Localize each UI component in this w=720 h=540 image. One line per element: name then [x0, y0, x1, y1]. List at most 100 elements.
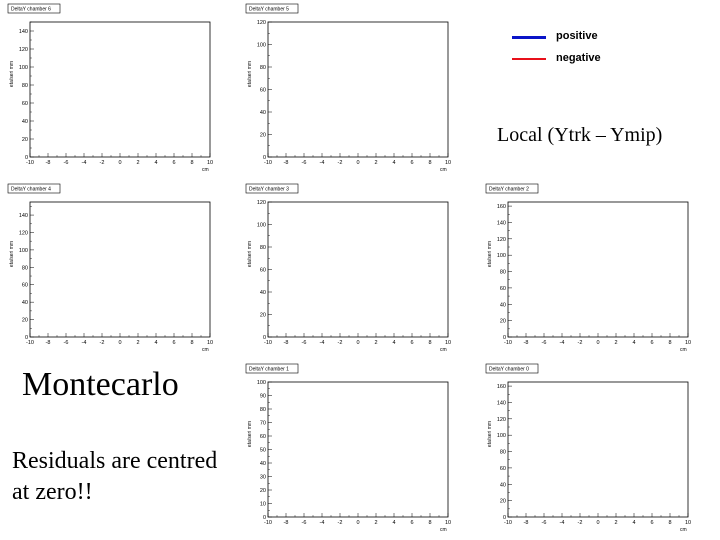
x-tick-label: -8	[46, 340, 51, 346]
x-tick-label: -6	[302, 340, 307, 346]
y-tick-label: 140	[497, 400, 506, 406]
legend-label-negative: negative	[556, 52, 601, 64]
y-tick-label: 60	[22, 283, 28, 289]
x-tick-label: 0	[118, 160, 121, 166]
plot-frame	[507, 381, 689, 518]
y-tick-label: 20	[260, 133, 266, 139]
y-tick-label: 40	[260, 290, 266, 296]
y-tick-label: 140	[19, 213, 28, 219]
x-tick-label: 8	[190, 160, 193, 166]
chart-title: DeltaY chamber 3	[249, 187, 289, 193]
y-tick-label: 120	[257, 20, 266, 26]
x-tick-label: -4	[560, 340, 565, 346]
chart-panel-ch1: DeltaY chamber 1 eta/seri mm 0 10 20 30 40 50 60…	[238, 360, 468, 535]
y-tick-label: 20	[22, 318, 28, 324]
title-box	[245, 3, 299, 14]
y-tick-label: 0	[503, 515, 506, 521]
note-line-2: at zero!!	[12, 479, 93, 505]
x-tick-label: 8	[428, 520, 431, 526]
y-tick-label: 80	[260, 65, 266, 71]
x-tick-label: -4	[320, 160, 325, 166]
x-tick-label: -10	[504, 520, 512, 526]
x-tick-label: 2	[136, 160, 139, 166]
x-tick-label: -10	[264, 160, 272, 166]
x-tick-label: 6	[172, 340, 175, 346]
x-axis-unit: cm	[680, 527, 687, 533]
x-axis-unit: cm	[440, 527, 447, 533]
x-tick-label: -2	[338, 340, 343, 346]
title-box	[485, 363, 539, 374]
y-tick-label: 0	[25, 335, 28, 341]
x-tick-label: 2	[374, 520, 377, 526]
x-tick-label: 10	[685, 520, 691, 526]
x-tick-label: -2	[338, 160, 343, 166]
title-box	[485, 183, 539, 194]
y-tick-label: 80	[500, 270, 506, 276]
x-tick-label: 10	[207, 160, 213, 166]
legend-label-positive: positive	[556, 30, 598, 42]
x-tick-label: -8	[284, 160, 289, 166]
title-box	[245, 183, 299, 194]
x-tick-label: 6	[650, 520, 653, 526]
y-tick-label: 40	[22, 300, 28, 306]
x-tick-label: 10	[445, 340, 451, 346]
y-tick-label: 80	[22, 83, 28, 89]
chart-panel-ch2: DeltaY chamber 2 eta/seri mm 0 20 40 60 80 100 1…	[478, 180, 708, 355]
plot-frame	[29, 201, 211, 338]
x-tick-label: 2	[136, 340, 139, 346]
y-tick-label: 120	[19, 230, 28, 236]
x-tick-label: -6	[542, 520, 547, 526]
x-tick-label: -2	[578, 340, 583, 346]
x-tick-label: 0	[596, 520, 599, 526]
x-tick-label: -2	[338, 520, 343, 526]
x-tick-label: 4	[392, 520, 395, 526]
x-tick-label: -4	[560, 520, 565, 526]
chart-panel-ch3: DeltaY chamber 3 eta/seri mm 0 20 40 60 80 100 1…	[238, 180, 468, 355]
title-box	[245, 363, 299, 374]
legend: positive negative	[512, 30, 622, 66]
x-tick-label: 6	[410, 160, 413, 166]
chart-title: DeltaY chamber 6	[11, 7, 51, 13]
x-tick-label: 0	[118, 340, 121, 346]
x-tick-label: -6	[64, 340, 69, 346]
plot-frame	[267, 381, 449, 518]
x-tick-label: 4	[632, 520, 635, 526]
y-tick-label: 100	[257, 43, 266, 49]
y-tick-label: 70	[260, 421, 266, 427]
y-tick-label: 80	[500, 450, 506, 456]
x-tick-label: -2	[100, 160, 105, 166]
x-tick-label: 0	[356, 160, 359, 166]
legend-swatch-negative	[512, 58, 546, 60]
x-tick-label: 4	[154, 340, 157, 346]
y-tick-label: 20	[22, 137, 28, 143]
x-tick-label: -8	[524, 340, 529, 346]
y-tick-label: 40	[22, 119, 28, 125]
x-tick-label: -10	[26, 340, 34, 346]
x-tick-label: 4	[392, 340, 395, 346]
x-tick-label: 0	[596, 340, 599, 346]
x-tick-label: -4	[320, 340, 325, 346]
x-tick-label: -8	[46, 160, 51, 166]
x-tick-label: 0	[356, 340, 359, 346]
x-tick-label: -8	[524, 520, 529, 526]
y-tick-label: 120	[257, 200, 266, 206]
x-tick-label: -8	[284, 340, 289, 346]
chart-panel-ch0: DeltaY chamber 0 eta/seri mm 0 20 40 60 80 100 1…	[478, 360, 708, 535]
y-tick-label: 100	[497, 433, 506, 439]
y-tick-label: 0	[263, 155, 266, 161]
y-tick-label: 40	[500, 302, 506, 308]
y-axis-label: eta/seri mm	[9, 61, 15, 87]
y-tick-label: 60	[22, 101, 28, 107]
y-axis-label: eta/seri mm	[247, 61, 253, 87]
note-line-1: Residuals are centred	[12, 448, 218, 474]
x-tick-label: -4	[82, 160, 87, 166]
y-tick-label: 100	[257, 380, 266, 386]
legend-item-negative: negative	[512, 52, 622, 66]
y-tick-label: 80	[260, 407, 266, 413]
x-tick-label: 8	[428, 160, 431, 166]
x-tick-label: 10	[445, 520, 451, 526]
title-box	[7, 3, 61, 14]
x-axis-unit: cm	[440, 347, 447, 353]
